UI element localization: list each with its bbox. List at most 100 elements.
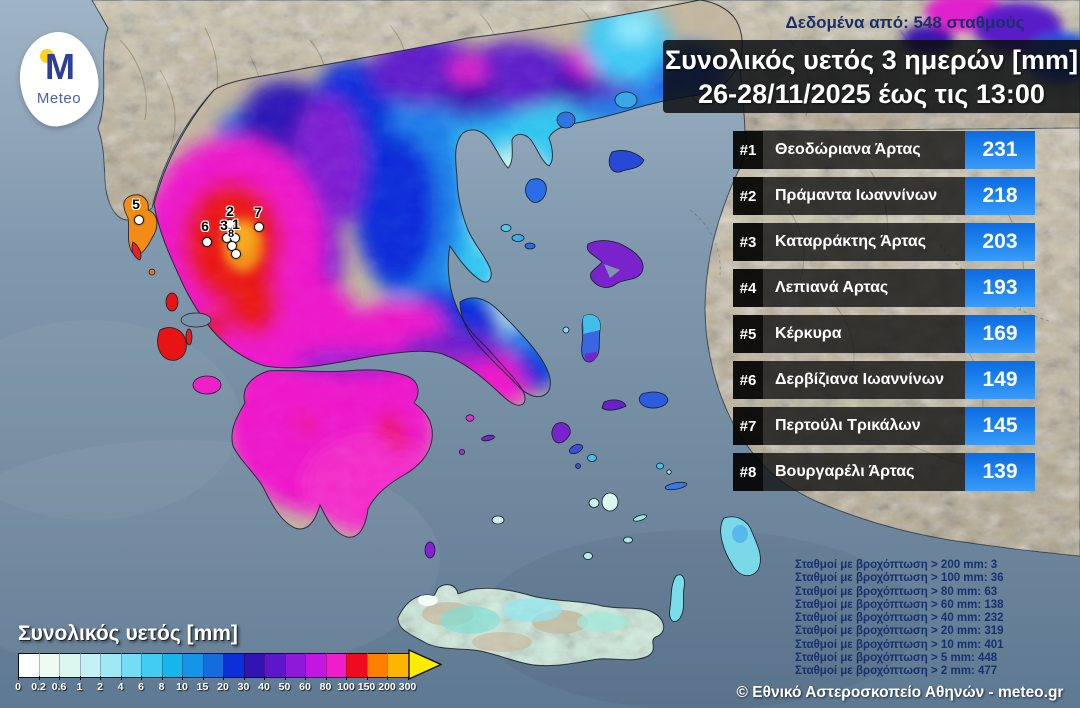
map-title-line2: 26-28/11/2025 έως τις 13:00 bbox=[698, 78, 1045, 109]
rank-cell: #1 bbox=[733, 131, 763, 169]
legend-color-segment bbox=[284, 653, 306, 678]
rank-cell: #2 bbox=[733, 177, 763, 215]
rank-cell: #8 bbox=[733, 453, 763, 491]
table-row: #4 Λεπιανά Αρτας 193 bbox=[733, 269, 1035, 307]
precip-value-cell: 149 bbox=[965, 361, 1035, 399]
legend-tick-labels: 0 0.2 0.6 1 2 4 6 8 10 15 20 30 40 50 60 80 100 150 200 300 bbox=[15, 676, 458, 695]
rank-cell: #4 bbox=[733, 269, 763, 307]
rank-cell: #7 bbox=[733, 407, 763, 445]
table-row: #3 Καταρράκτης Άρτας 203 bbox=[733, 223, 1035, 261]
station-name-cell: Δερβίζιανα Ιωαννίνων bbox=[763, 361, 965, 399]
legend-tick-label: 80 bbox=[319, 681, 332, 693]
legend-color-segment bbox=[141, 653, 163, 678]
legend-tick-label: 200 bbox=[378, 681, 396, 693]
rank-cell: #5 bbox=[733, 315, 763, 353]
precip-value-cell: 193 bbox=[965, 269, 1035, 307]
precip-value-cell: 231 bbox=[965, 131, 1035, 169]
legend-tick-label: 0.2 bbox=[31, 681, 46, 693]
legend-tick-mark bbox=[305, 676, 306, 680]
islands bbox=[123, 91, 761, 634]
precip-value-cell: 145 bbox=[965, 407, 1035, 445]
table-row: #5 Κέρκυρα 169 bbox=[733, 315, 1035, 353]
legend-tick-label: 30 bbox=[237, 681, 250, 693]
legend-tick-mark bbox=[18, 676, 19, 680]
legend-tick-label: 150 bbox=[357, 681, 376, 693]
station-rank-marker-label: 6 bbox=[201, 218, 209, 234]
legend-tick-label: 2 bbox=[97, 681, 103, 693]
legend-color-segment bbox=[182, 653, 204, 678]
station-name-cell: Λεπιανά Αρτας bbox=[763, 269, 965, 307]
station-rank-marker-label: 7 bbox=[254, 204, 262, 220]
threshold-stat-line: Σταθμοί με βροχόπτωση > 60 mm: 138 bbox=[795, 598, 1004, 611]
precip-value-cell: 139 bbox=[965, 453, 1035, 491]
legend-color-segment bbox=[59, 653, 81, 678]
legend-title: Συνολικός υετός [mm] bbox=[18, 622, 238, 645]
station-name-cell: Πράμαντα Ιωαννίνων bbox=[763, 177, 965, 215]
legend-tick-mark bbox=[284, 676, 286, 680]
legend-tick-label: 20 bbox=[217, 681, 229, 693]
legend-tick-mark bbox=[202, 676, 204, 680]
station-name-cell: Κέρκυρα bbox=[763, 315, 965, 353]
threshold-stat-line: Σταθμοί με βροχόπτωση > 200 mm: 3 bbox=[795, 559, 998, 571]
legend-tick-label: 0 bbox=[15, 681, 21, 693]
legend-color-segment bbox=[202, 653, 224, 678]
data-source-label: Δεδομένα από: 548 σταθμούς bbox=[785, 13, 1025, 32]
legend-tick-label: 10 bbox=[176, 681, 188, 693]
legend-tick-mark bbox=[38, 676, 40, 680]
station-ranking-table: #1 Θεοδώριανα Άρτας 231 #2 Πράμαντα Ιωαν… bbox=[733, 131, 1035, 499]
precip-value-cell: 218 bbox=[965, 177, 1035, 215]
threshold-stat-line: Σταθμοί με βροχόπτωση > 10 mm: 401 bbox=[795, 638, 1004, 651]
legend-tick-label: 0.6 bbox=[51, 681, 67, 693]
legend-tick-label: 60 bbox=[299, 681, 311, 693]
precip-value-cell: 203 bbox=[965, 223, 1035, 261]
legend-color-segment bbox=[366, 653, 388, 678]
legend-color-segment bbox=[305, 653, 327, 678]
legend-tick-mark bbox=[182, 676, 183, 680]
legend-tick-mark bbox=[346, 676, 347, 680]
threshold-stat-line: Σταθμοί με βροχόπτωση > 5 mm: 448 bbox=[795, 652, 998, 665]
map-title-box: Συνολικός υετός 3 ημερών [mm] 26-28/11/2… bbox=[663, 40, 1080, 113]
legend-tick-mark bbox=[325, 676, 327, 680]
legend-color-segment bbox=[38, 653, 60, 678]
legend-tick-label: 50 bbox=[278, 681, 291, 693]
legend-arrow-cap bbox=[407, 649, 442, 680]
threshold-stat-line: Σταθμοί με βροχόπτωση > 40 mm: 232 bbox=[795, 612, 1004, 625]
legend-tick-mark bbox=[223, 676, 224, 680]
rank-cell: #3 bbox=[733, 223, 763, 261]
legend-tick-mark bbox=[79, 676, 81, 680]
legend-color-segment bbox=[243, 653, 265, 678]
legend-color-segment bbox=[79, 653, 101, 678]
legend-color-segment bbox=[161, 653, 183, 678]
station-marker-dot bbox=[254, 222, 264, 232]
legend-color-segment bbox=[325, 653, 347, 678]
station-marker-dot bbox=[225, 219, 235, 229]
meteo-logo[interactable]: M Meteo bbox=[15, 28, 103, 130]
logo-brand-text: Meteo bbox=[36, 90, 82, 107]
station-name-cell: Περτούλι Τρικάλων bbox=[763, 407, 965, 445]
logo-letter: M bbox=[45, 46, 75, 87]
logo-sun-icon bbox=[40, 49, 54, 63]
table-row: #1 Θεοδώριανα Άρτας 231 bbox=[733, 131, 1035, 169]
legend-tick-mark bbox=[100, 676, 101, 680]
legend-color-segment bbox=[264, 653, 286, 678]
legend-tick-label: 15 bbox=[196, 681, 209, 693]
map-title-line1: Συνολικός υετός 3 ημερών [mm] bbox=[664, 44, 1079, 75]
table-row: #6 Δερβίζιανα Ιωαννίνων 149 bbox=[733, 361, 1035, 399]
station-rank-marker-label: 5 bbox=[132, 196, 140, 212]
legend-tick-label: 1 bbox=[76, 681, 83, 693]
station-name-cell: Θεοδώριανα Άρτας bbox=[763, 131, 965, 169]
legend-color-segment bbox=[120, 653, 142, 678]
legend-color-segment bbox=[223, 653, 245, 678]
legend-color-segment bbox=[346, 653, 368, 678]
legend-tick-mark bbox=[264, 676, 265, 680]
legend-tick-mark bbox=[387, 676, 388, 680]
legend-tick-mark bbox=[366, 676, 368, 680]
table-row: #7 Περτούλι Τρικάλων 145 bbox=[733, 407, 1035, 445]
copyright-attribution[interactable]: © Εθνικό Αστεροσκοπείο Αθηνών - meteo.gr bbox=[736, 684, 1064, 701]
legend-tick-label: 6 bbox=[138, 681, 144, 693]
legend-tick-mark bbox=[243, 676, 245, 680]
station-rank-marker-label: 8 bbox=[227, 228, 235, 240]
threshold-stats-block: Σταθμοί με βροχόπτωση > 200 mm: 3 Σταθμοί… bbox=[795, 559, 1004, 679]
station-marker-dot bbox=[134, 215, 144, 225]
